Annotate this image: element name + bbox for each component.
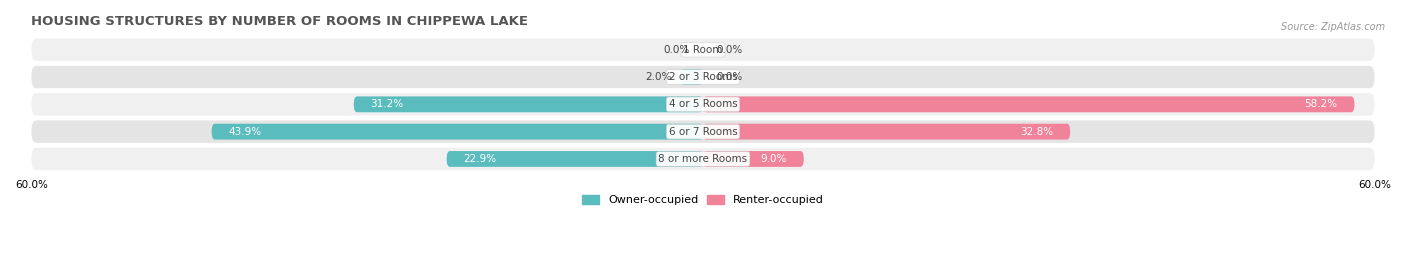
Text: 2 or 3 Rooms: 2 or 3 Rooms: [669, 72, 737, 82]
Text: Source: ZipAtlas.com: Source: ZipAtlas.com: [1281, 22, 1385, 32]
FancyBboxPatch shape: [447, 151, 703, 167]
Text: 22.9%: 22.9%: [464, 154, 496, 164]
Text: 9.0%: 9.0%: [761, 154, 787, 164]
Legend: Owner-occupied, Renter-occupied: Owner-occupied, Renter-occupied: [578, 190, 828, 210]
Text: 0.0%: 0.0%: [717, 72, 742, 82]
FancyBboxPatch shape: [703, 124, 1070, 140]
Text: 6 or 7 Rooms: 6 or 7 Rooms: [669, 127, 737, 137]
FancyBboxPatch shape: [31, 93, 1375, 116]
FancyBboxPatch shape: [354, 96, 703, 112]
FancyBboxPatch shape: [703, 151, 804, 167]
Text: 4 or 5 Rooms: 4 or 5 Rooms: [669, 99, 737, 109]
Text: 31.2%: 31.2%: [371, 99, 404, 109]
Text: HOUSING STRUCTURES BY NUMBER OF ROOMS IN CHIPPEWA LAKE: HOUSING STRUCTURES BY NUMBER OF ROOMS IN…: [31, 15, 529, 28]
FancyBboxPatch shape: [31, 39, 1375, 61]
Text: 43.9%: 43.9%: [228, 127, 262, 137]
Text: 58.2%: 58.2%: [1305, 99, 1337, 109]
Text: 0.0%: 0.0%: [717, 45, 742, 55]
FancyBboxPatch shape: [681, 69, 703, 85]
Text: 8 or more Rooms: 8 or more Rooms: [658, 154, 748, 164]
Text: 32.8%: 32.8%: [1021, 127, 1053, 137]
FancyBboxPatch shape: [212, 124, 703, 140]
FancyBboxPatch shape: [31, 120, 1375, 143]
FancyBboxPatch shape: [31, 148, 1375, 170]
FancyBboxPatch shape: [31, 66, 1375, 88]
Text: 2.0%: 2.0%: [645, 72, 672, 82]
FancyBboxPatch shape: [703, 96, 1354, 112]
Text: 1 Room: 1 Room: [683, 45, 723, 55]
Text: 0.0%: 0.0%: [664, 45, 689, 55]
